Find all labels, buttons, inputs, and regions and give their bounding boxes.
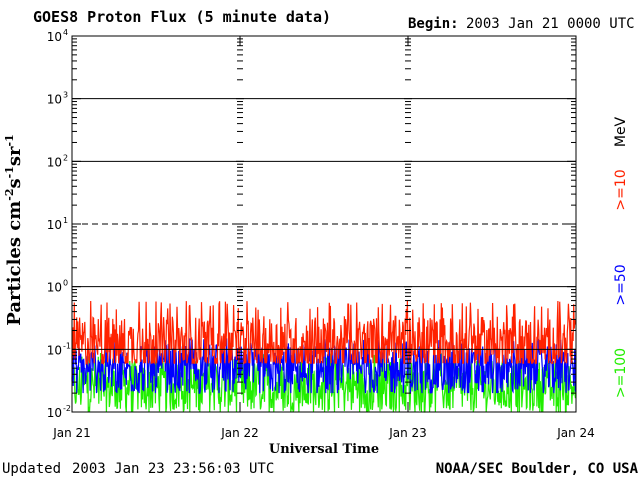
- y-tick-label: 10: [47, 406, 62, 420]
- credit: NOAA/SEC Boulder, CO USA: [436, 461, 639, 477]
- y-tick-label: 10: [47, 93, 62, 107]
- x-tick-labels: Jan 21 Jan 22 Jan 23 Jan 24: [52, 426, 595, 440]
- legend-ge100: >=100: [613, 348, 629, 398]
- y-tick-label: 10: [47, 155, 62, 169]
- data-layer: [71, 300, 576, 413]
- svg-text:Particles cm-2s-1sr-1: Particles cm-2s-1sr-1: [3, 134, 25, 325]
- series-line-ge50: [71, 338, 576, 394]
- y-tick-exponent: 0: [63, 279, 68, 288]
- svg-text:>=50: >=50: [613, 264, 629, 305]
- chart-title: GOES8 Proton Flux (5 minute data): [33, 8, 331, 26]
- y-tick-exponent: 1: [63, 216, 68, 225]
- y-axis-label-mid1: s: [4, 178, 25, 188]
- x-axis-label: Universal Time: [269, 442, 379, 457]
- y-tick-label: 10: [47, 343, 62, 357]
- y-axis-label-base: Particles cm: [4, 201, 25, 326]
- x-tick-label: Jan 24: [556, 426, 595, 440]
- svg-text:>=100: >=100: [613, 348, 629, 398]
- y-tick-exponent: -1: [63, 341, 71, 350]
- x-tick-label: Jan 22: [220, 426, 259, 440]
- y-axis-label-mid2: sr: [4, 146, 25, 166]
- y-tick-exponent: 3: [63, 91, 68, 100]
- legend-ge50: >=50: [613, 264, 629, 305]
- svg-text:MeV: MeV: [613, 116, 629, 147]
- x-tick-label: Jan 23: [388, 426, 427, 440]
- grid-layer: [71, 35, 577, 413]
- y-axis-label-exp1: -2: [3, 188, 16, 200]
- y-tick-label: 10: [47, 218, 62, 232]
- updated-value: 2003 Jan 23 23:56:03 UTC: [72, 461, 274, 477]
- begin-label: Begin:: [408, 16, 459, 32]
- svg-text:>=10: >=10: [613, 169, 629, 210]
- y-tick-exponent: -2: [63, 404, 71, 413]
- y-tick-label: 10: [47, 281, 62, 295]
- y-axis-label: Particles cm-2s-1sr-1: [3, 134, 25, 325]
- y-tick-label: 10: [47, 30, 62, 44]
- y-axis-label-exp2: -1: [3, 166, 16, 178]
- begin-value: 2003 Jan 21 0000 UTC: [466, 16, 635, 32]
- x-tick-label: Jan 21: [52, 426, 91, 440]
- updated-label: Updated: [2, 461, 61, 477]
- plot-frame: [71, 35, 577, 413]
- y-tick-exponent: 2: [63, 153, 68, 162]
- series-line-ge10: [71, 300, 576, 366]
- legend-unit: MeV: [613, 116, 629, 147]
- y-tick-exponent: 4: [63, 28, 68, 37]
- y-axis-label-exp3: -1: [3, 134, 16, 146]
- legend-ge10: >=10: [613, 169, 629, 210]
